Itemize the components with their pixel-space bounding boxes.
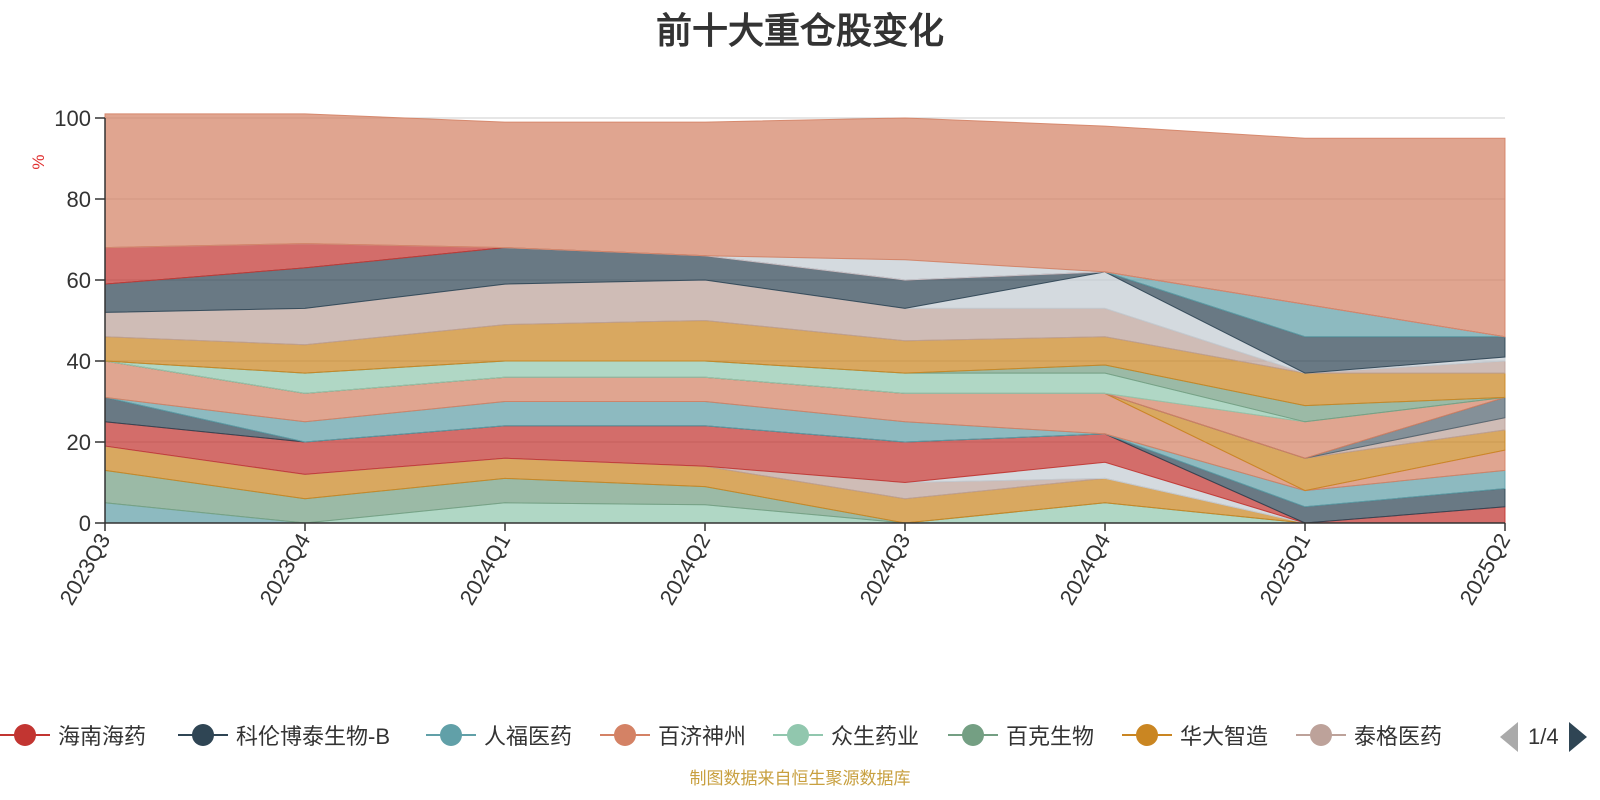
- legend-pager: 1/4: [1500, 720, 1587, 754]
- x-tick-label: 2023Q4: [255, 529, 316, 609]
- x-tick-label: 2025Q2: [1455, 529, 1516, 609]
- x-tick-label: 2023Q3: [55, 529, 116, 609]
- y-tick-label: 40: [67, 349, 91, 374]
- legend-item[interactable]: 百济神州: [600, 715, 746, 755]
- triangle-left-icon[interactable]: [1500, 722, 1518, 752]
- legend-item[interactable]: 百克生物: [948, 715, 1094, 755]
- y-tick-label: 100: [54, 106, 91, 131]
- source-note: 制图数据来自恒生聚源数据库: [689, 769, 911, 788]
- legend: 海南海药 科伦博泰生物-B 人福医药 百济神州 众生药业 百克生物 华大智造 泰格医药: [0, 715, 1600, 755]
- legend-page-indicator: 1/4: [1528, 724, 1559, 749]
- legend-item[interactable]: 华大智造: [1122, 715, 1268, 755]
- legend-marker-icon: [426, 723, 476, 747]
- x-tick-label: 2024Q1: [455, 529, 516, 609]
- y-axis-label: %: [29, 154, 48, 169]
- chart-plot: 0 20 40 60 80 100 2023Q3 2023Q4 2024Q1 2024Q2 2024…: [29, 106, 1516, 609]
- legend-item[interactable]: 众生药业: [773, 715, 919, 755]
- area-layer: [104, 113, 1506, 524]
- x-tick-label: 2025Q1: [1255, 529, 1316, 609]
- legend-marker-icon: [773, 723, 823, 747]
- legend-label: 华大智造: [1180, 724, 1269, 749]
- legend-marker-icon: [1122, 723, 1172, 747]
- legend-item[interactable]: 泰格医药: [1296, 715, 1442, 755]
- x-tick-label: 2024Q2: [655, 529, 716, 609]
- legend-label: 科伦博泰生物-B: [236, 724, 391, 749]
- chart-title: 前十大重仓股变化: [655, 10, 944, 51]
- legend-marker-icon: [1296, 723, 1346, 747]
- legend-item[interactable]: 科伦博泰生物-B: [178, 715, 390, 755]
- legend-marker-icon: [0, 723, 50, 747]
- triangle-right-icon[interactable]: [1568, 722, 1587, 752]
- legend-label: 百济神州: [658, 724, 747, 749]
- legend-label: 百克生物: [1006, 724, 1095, 749]
- legend-label: 众生药业: [831, 724, 920, 749]
- legend-marker-icon: [600, 723, 650, 747]
- y-tick-label: 60: [67, 268, 91, 293]
- y-tick-label: 0: [79, 511, 91, 536]
- legend-marker-icon: [948, 723, 998, 747]
- legend-item[interactable]: 海南海药: [0, 715, 146, 755]
- legend-item[interactable]: 人福医药: [426, 715, 572, 755]
- area-series-23: [104, 113, 1506, 338]
- x-tick-label: 2024Q4: [1055, 529, 1116, 609]
- legend-label: 人福医药: [484, 724, 573, 749]
- y-tick-label: 20: [67, 430, 91, 455]
- legend-label: 泰格医药: [1354, 724, 1443, 749]
- y-tick-label: 80: [67, 187, 91, 212]
- legend-marker-icon: [178, 723, 228, 747]
- x-tick-label: 2024Q3: [855, 529, 916, 609]
- legend-label: 海南海药: [58, 724, 147, 749]
